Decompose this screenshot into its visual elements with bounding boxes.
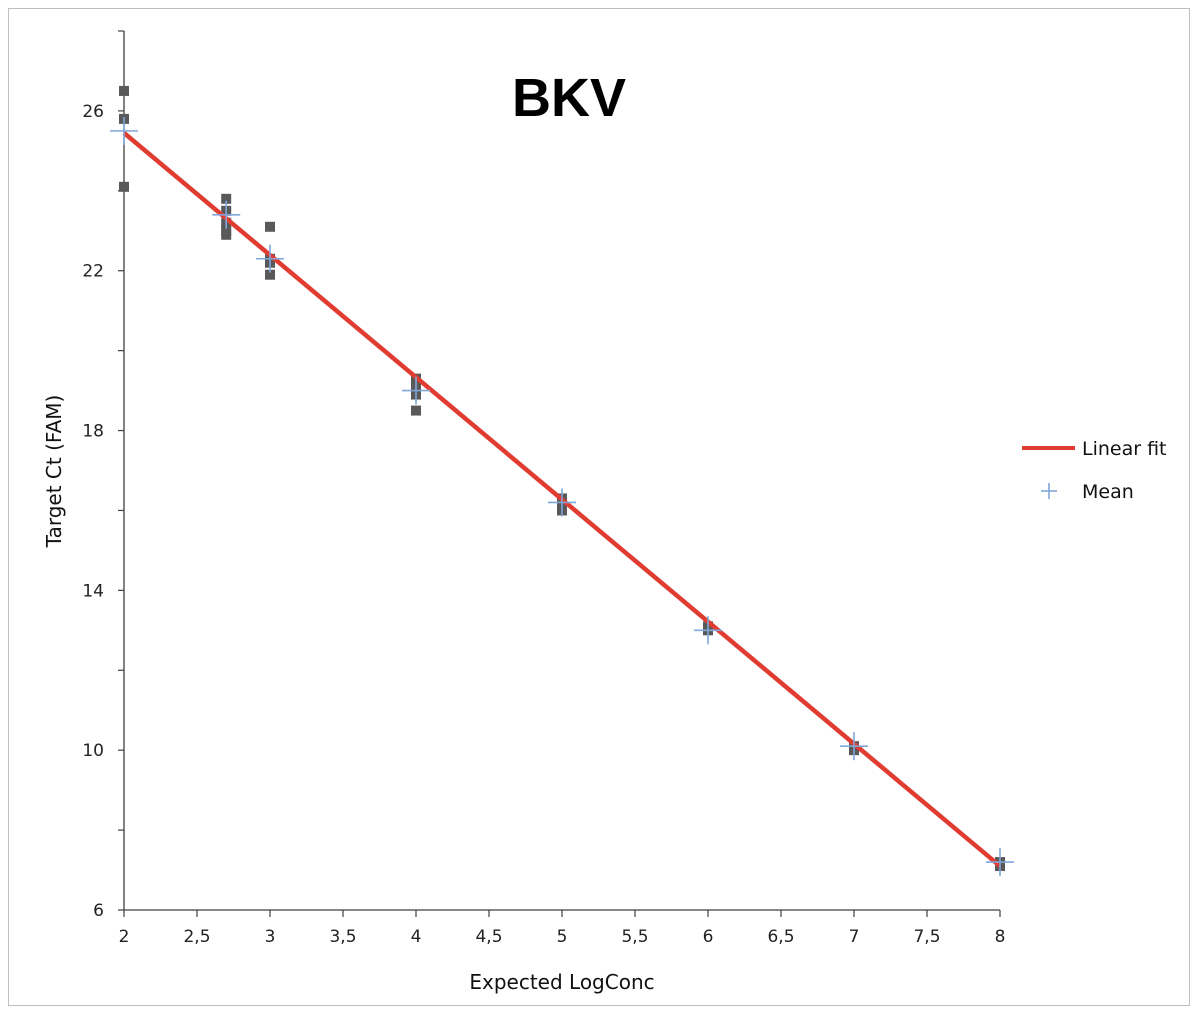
data-point: [265, 221, 275, 232]
plot-layer: 2 2,5 3 3,5 4 4,5 5 5,5 6 6,5 7 7,5 8 6 10 14 18 22 26: [82, 30, 1014, 947]
chart-title: BKV: [512, 68, 626, 128]
y-tick-label: 6: [93, 901, 104, 921]
data-point: [221, 193, 232, 204]
x-tick-label: 3,5: [329, 927, 356, 947]
legend-label-mean: Mean: [1082, 481, 1134, 503]
x-tick-label: 4,5: [475, 927, 502, 947]
y-tick-label: 22: [82, 262, 104, 282]
mean-marker: [212, 200, 241, 229]
data-point: [119, 181, 129, 192]
mean-marker: [694, 616, 722, 645]
x-tick-label: 5: [557, 927, 568, 947]
chart-canvas: 2 2,5 3 3,5 4 4,5 5 5,5 6 6,5 7 7,5 8 6 10 14 18 22 26 BKV…: [42, 30, 1167, 994]
mean-marker: [402, 376, 430, 405]
mean-marker: [548, 488, 576, 517]
y-tick-label: 10: [82, 741, 104, 761]
x-tick-label: 7: [849, 927, 860, 947]
chart-frame: 2 2,5 3 3,5 4 4,5 5 5,5 6 6,5 7 7,5 8 6 10 14 18 22 26 BKV…: [8, 8, 1190, 1006]
mean-marker: [110, 116, 138, 145]
x-tick-label: 7,5: [913, 927, 940, 947]
x-tick-label: 4: [411, 927, 422, 947]
legend: Linear fit Mean: [1022, 438, 1167, 503]
legend-label-linear-fit: Linear fit: [1082, 438, 1167, 460]
mean-marker: [986, 848, 1014, 877]
data-point: [119, 85, 129, 96]
legend-swatch-mean: [1041, 483, 1057, 499]
mean-marker: [256, 244, 284, 273]
y-tick-label: 18: [82, 422, 104, 442]
data-point: [411, 405, 421, 416]
x-tick-label: 6: [703, 927, 714, 947]
data-point: [265, 269, 275, 280]
x-tick-label: 3: [265, 927, 276, 947]
y-tick-label: 14: [82, 581, 104, 601]
x-axis-title: Expected LogConc: [469, 970, 654, 994]
x-tick-label: 8: [995, 927, 1006, 947]
x-tick-label: 2,5: [183, 927, 210, 947]
mean-marker: [840, 732, 868, 761]
y-tick-label: 26: [82, 102, 104, 122]
y-axis-title: Target Ct (FAM): [42, 395, 66, 549]
data-point: [221, 229, 232, 240]
x-tick-label: 5,5: [621, 927, 648, 947]
x-tick-label: 6,5: [767, 927, 794, 947]
x-tick-label: 2: [119, 927, 130, 947]
